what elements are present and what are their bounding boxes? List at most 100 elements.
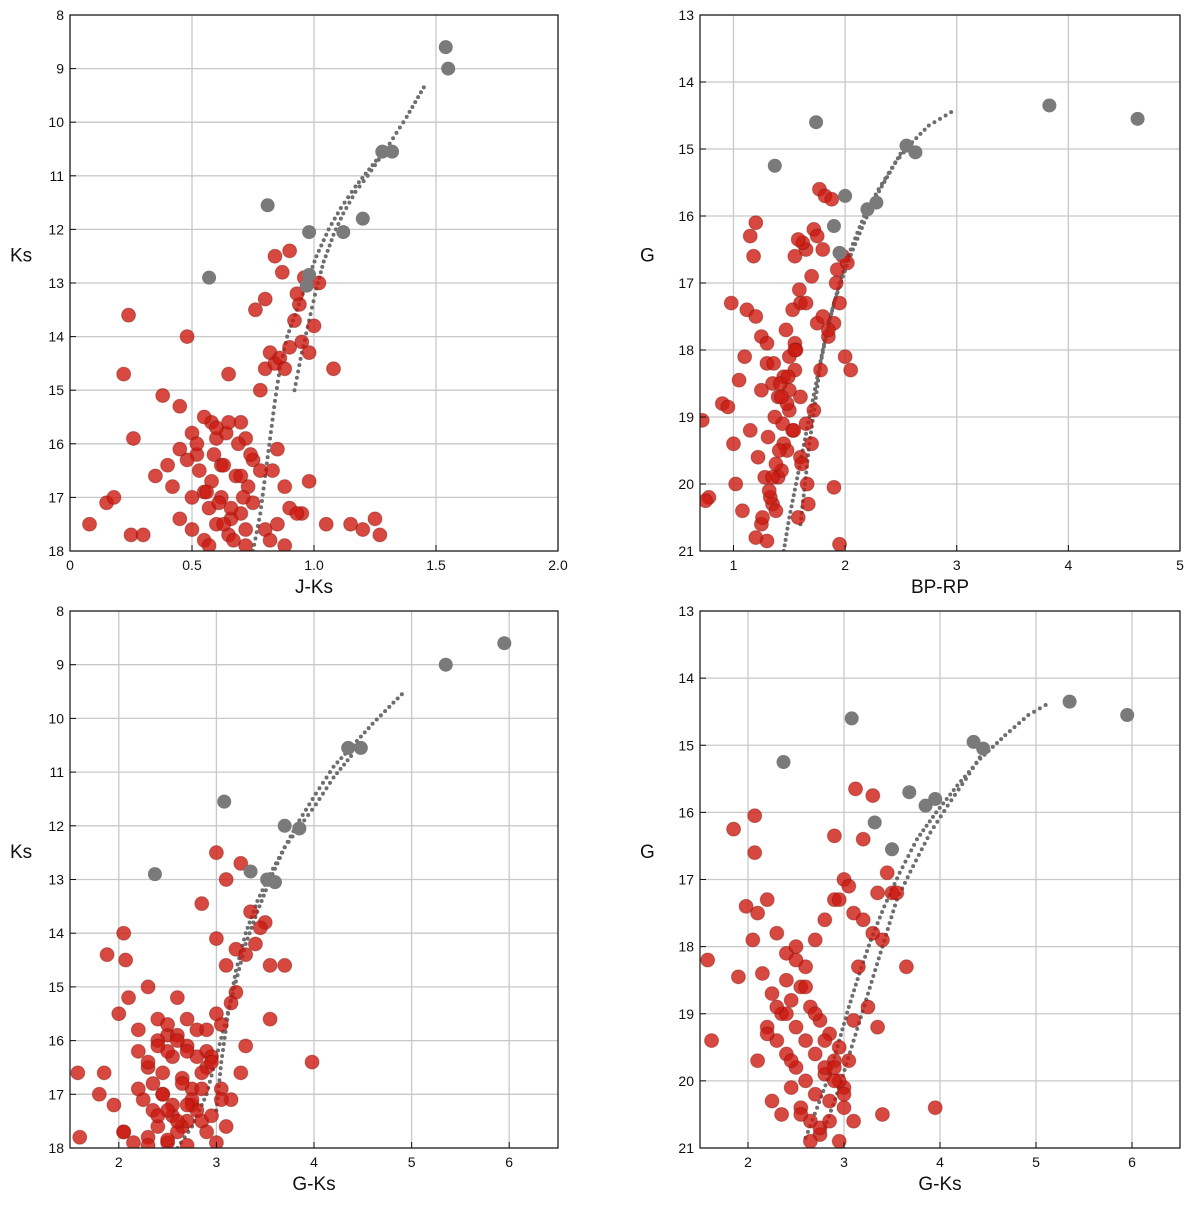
nonmember-star-point <box>1120 708 1135 723</box>
member-star-point <box>326 361 342 377</box>
isochrone-dot <box>893 161 898 166</box>
member-star-point <box>807 1086 823 1102</box>
member-star-point <box>189 436 205 452</box>
isochrone-dot <box>853 1032 858 1037</box>
x-tick-label: 3 <box>953 557 961 573</box>
member-star-point <box>267 248 283 264</box>
member-star-point <box>754 965 770 981</box>
member-star-point <box>745 932 761 948</box>
isochrone-dot <box>310 796 315 801</box>
isochrone-dot <box>317 796 322 801</box>
isochrone-dot <box>1012 725 1017 730</box>
member-star-point <box>788 1019 804 1035</box>
x-tick-label: 3 <box>213 1154 221 1170</box>
isochrone-dot <box>275 379 280 384</box>
isochrone-dot <box>338 205 343 210</box>
y-tick-label: 19 <box>678 409 694 425</box>
y-tick-label: 10 <box>48 710 64 726</box>
isochrone-dot <box>268 436 273 441</box>
member-star-point <box>832 536 848 551</box>
y-tick-label: 11 <box>49 764 64 780</box>
member-star-point <box>111 1006 127 1022</box>
isochrone-dot <box>890 165 895 170</box>
nonmember-star-point <box>1130 111 1145 126</box>
isochrone-dot <box>221 1041 226 1046</box>
member-star-point <box>140 979 156 995</box>
member-star-point <box>257 291 273 307</box>
member-star-point <box>277 361 293 377</box>
isochrone-dot <box>963 776 968 781</box>
member-star-point <box>91 1086 107 1102</box>
isochrone-dot <box>404 114 409 119</box>
member-star-point <box>367 511 383 527</box>
isochrone-dot <box>820 350 825 355</box>
member-star-point <box>766 355 782 371</box>
isochrone-dot <box>272 405 277 410</box>
member-star-point <box>191 463 207 479</box>
isochrone-dot <box>812 1111 817 1116</box>
isochrone-dot <box>260 492 265 497</box>
x-tick-label: 1.5 <box>426 557 446 573</box>
isochrone-dot <box>922 127 927 132</box>
isochrone-dot <box>317 786 322 791</box>
isochrone-dot <box>316 248 321 253</box>
isochrone-dot <box>852 988 857 993</box>
isochrone-dot <box>407 109 412 114</box>
isochrone-dot <box>306 813 311 818</box>
nonmember-star-point <box>497 636 512 651</box>
isochrone-dot <box>358 734 363 739</box>
member-star-point <box>898 959 914 975</box>
isochrone-dot <box>226 1011 231 1016</box>
member-star-point <box>238 538 254 551</box>
nonmember-star-point <box>867 815 882 830</box>
isochrone-dot <box>817 1100 822 1105</box>
isochrone-dot <box>796 470 801 475</box>
isochrone-dot <box>805 1129 810 1134</box>
isochrone-dot <box>905 875 910 880</box>
x-tick-label: 1 <box>730 557 738 573</box>
member-star-point <box>800 496 816 512</box>
isochrone-dot <box>338 766 343 771</box>
isochrone-dot <box>312 292 317 297</box>
nonmember-star-point <box>385 144 400 159</box>
member-star-point <box>832 295 848 311</box>
member-star-point <box>787 248 803 264</box>
member-star-point <box>155 1086 171 1102</box>
member-star-point <box>238 522 254 538</box>
member-star-point <box>813 362 829 378</box>
y-tick-label: 17 <box>678 872 694 888</box>
member-star-point <box>748 215 764 231</box>
isochrone-dot <box>207 1079 212 1084</box>
isochrone-dot <box>353 189 358 194</box>
isochrone-dot <box>977 755 982 760</box>
isochrone-dot <box>302 818 307 823</box>
isochrone-dot <box>361 179 366 184</box>
member-star-point <box>238 947 254 963</box>
isochrone-dot <box>319 243 324 248</box>
isochrone-dot <box>918 832 923 837</box>
isochrone-dot <box>266 448 271 453</box>
isochrone-dot <box>268 430 273 435</box>
isochrone-dot <box>383 709 388 714</box>
isochrone-dot <box>815 384 820 389</box>
isochrone-dot <box>956 787 961 792</box>
isochrone-dot <box>855 236 860 241</box>
member-star-point <box>738 898 754 914</box>
isochrone-dot <box>335 211 340 216</box>
isochrone-dot <box>394 130 399 135</box>
member-star-point <box>216 516 232 532</box>
isochrone-dot <box>784 532 789 537</box>
member-star-point <box>769 925 785 941</box>
member-star-point <box>841 878 857 894</box>
isochrone-dot <box>311 299 316 304</box>
isochrone-dot <box>785 526 790 531</box>
isochrone-dot <box>994 741 999 746</box>
data-marks <box>82 40 456 551</box>
member-star-point <box>761 483 777 499</box>
member-star-point <box>274 264 290 280</box>
member-star-point <box>798 1033 814 1049</box>
isochrone-dot <box>216 1048 221 1053</box>
member-star-point <box>927 1100 943 1116</box>
isochrone-dot <box>859 226 864 231</box>
